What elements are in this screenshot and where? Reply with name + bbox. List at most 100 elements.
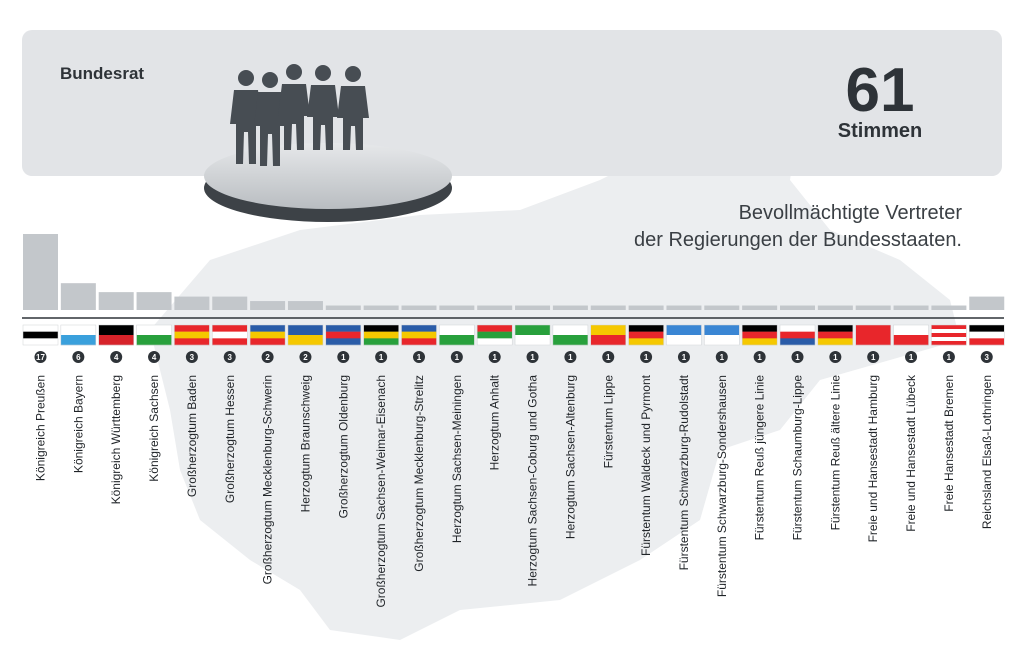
value-label: 17 <box>36 353 45 362</box>
value-badge <box>640 351 653 363</box>
flag <box>704 324 740 346</box>
category-label: Herzogtum Anhalt <box>488 374 502 470</box>
value-label: 1 <box>833 353 838 362</box>
flag-border <box>60 324 97 346</box>
bar <box>250 301 286 310</box>
value-badge <box>715 351 728 363</box>
germany-map-silhouette <box>150 90 960 640</box>
description-line-1: Bevollmächtigte Vertreter <box>738 202 962 224</box>
flag-stripe <box>23 338 58 346</box>
flag-stripe <box>515 325 551 336</box>
flag-stripe <box>893 335 929 346</box>
category-label: Reichsland Elsaß-Lothringen <box>980 375 994 529</box>
value-label: 2 <box>265 353 270 362</box>
flag-stripe <box>666 325 702 336</box>
flag <box>98 324 134 346</box>
flag-border <box>666 324 702 346</box>
flag <box>287 324 324 346</box>
bar <box>60 283 96 310</box>
category-labels-group: Königreich Preußen Königreich Bayern König… <box>34 374 994 608</box>
flag <box>212 324 248 346</box>
flag-border <box>287 324 324 346</box>
value-badge <box>450 351 463 363</box>
flag-stripe <box>212 338 248 346</box>
flag-border <box>969 324 1005 346</box>
flag-stripe <box>969 325 1005 332</box>
flag-border <box>249 324 286 346</box>
person-silhouette <box>254 72 286 166</box>
flag-stripe <box>212 325 248 332</box>
flag-stripe <box>477 338 513 346</box>
flag-stripe <box>931 341 967 346</box>
bar <box>855 305 891 310</box>
description-line-2: der Regierungen der Bundesstaaten. <box>633 229 962 251</box>
flag-stripe <box>855 335 891 346</box>
flag-border <box>136 324 172 346</box>
flag-border <box>212 324 248 346</box>
value-label: 1 <box>909 353 914 362</box>
value-badge <box>299 351 312 363</box>
value-badge <box>413 351 425 363</box>
header-banner <box>22 30 1002 176</box>
flag <box>174 324 210 346</box>
flag-stripe <box>969 331 1005 339</box>
bar <box>515 305 551 310</box>
bar <box>287 301 323 310</box>
value-badge <box>829 351 842 363</box>
flag-stripe <box>780 325 815 332</box>
value-label: 2 <box>303 353 308 362</box>
category-label: Großherzogtum Sachsen-Weimar-Eisenach <box>374 375 388 608</box>
category-label: Fürstentum Waldeck und Pyrmont <box>639 374 653 556</box>
flag-border <box>817 324 854 346</box>
value-label: 1 <box>682 353 687 362</box>
flag <box>552 324 589 346</box>
person-silhouette <box>230 70 262 164</box>
bar <box>23 234 58 310</box>
flag <box>817 324 854 346</box>
flag <box>439 324 475 346</box>
flag-stripe <box>477 325 513 332</box>
flag-stripe <box>363 325 399 332</box>
total-votes: 61 <box>845 56 915 125</box>
flag-stripe <box>23 325 58 332</box>
value-label: 1 <box>530 353 535 362</box>
value-label: 1 <box>644 353 649 362</box>
bar <box>780 305 815 310</box>
bar <box>477 305 513 310</box>
flag-stripe <box>250 331 286 339</box>
flag-stripe <box>212 331 248 339</box>
flag <box>628 324 664 346</box>
flag-stripe <box>855 325 891 336</box>
flag <box>741 324 778 346</box>
flag <box>22 324 59 346</box>
flag-border <box>893 324 929 346</box>
bar <box>98 292 134 310</box>
value-badge <box>526 351 539 363</box>
bar <box>174 296 210 310</box>
flag-stripe <box>60 325 96 336</box>
flag-stripe <box>60 335 96 346</box>
flag-stripe <box>931 329 967 334</box>
category-label: Fürstentum Schwarzburg-Rudolstadt <box>677 374 691 570</box>
category-label: Freie und Hansestadt Hamburg <box>866 375 880 542</box>
flag <box>969 324 1005 346</box>
flag-stripe <box>515 335 551 346</box>
flag-stripe <box>439 325 475 336</box>
flag-stripe <box>325 338 361 346</box>
value-badge <box>261 351 274 363</box>
value-badge <box>942 351 955 363</box>
value-badge <box>375 351 388 363</box>
flag-border <box>590 324 626 346</box>
flag-stripe <box>174 325 210 332</box>
flag-stripe <box>780 338 815 346</box>
flag-stripe <box>250 338 286 346</box>
value-badge <box>337 351 350 363</box>
category-label: Großherzogtum Hessen <box>223 375 237 503</box>
person-silhouette <box>307 65 339 150</box>
category-label: Herzogtum Braunschweig <box>298 375 312 512</box>
flag-stripe <box>590 335 626 346</box>
value-label: 1 <box>417 353 422 362</box>
flag <box>363 324 399 346</box>
value-label: 1 <box>606 353 611 362</box>
category-label: Fürstentum Schaumburg-Lippe <box>791 375 805 541</box>
